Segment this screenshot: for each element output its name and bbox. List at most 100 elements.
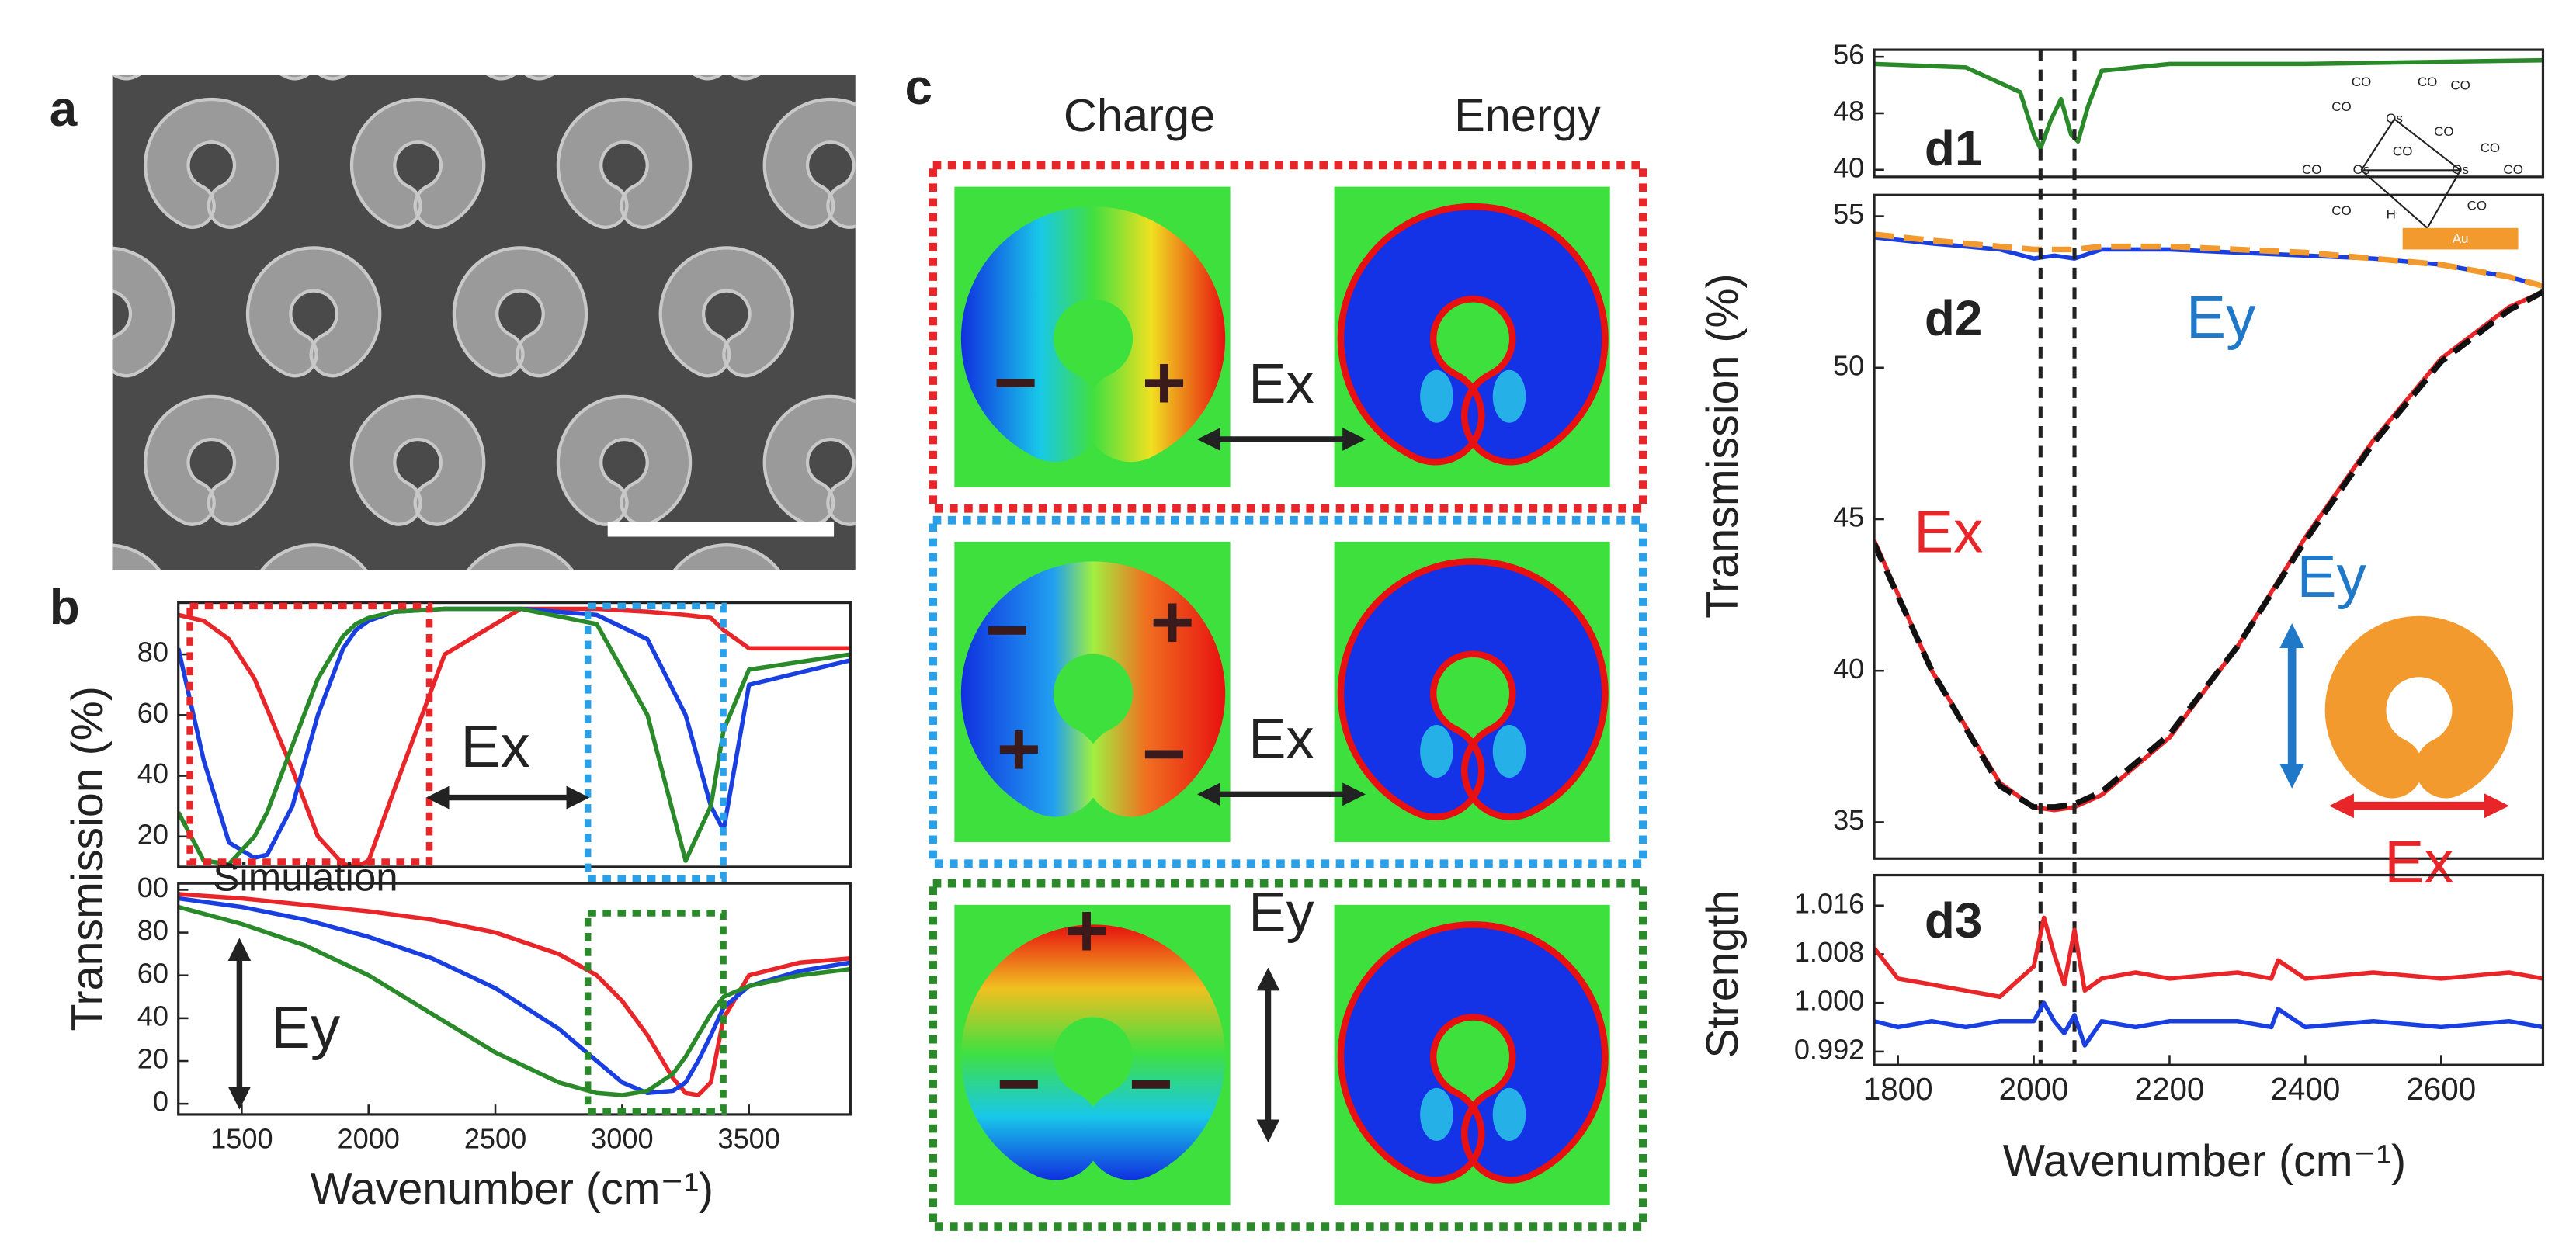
ligand-label: CO: [2302, 162, 2322, 177]
energy-crescent: [1337, 203, 1609, 466]
sem-particle: [1074, 0, 1206, 78]
series-line: [178, 896, 851, 1096]
charge-sign: −: [985, 587, 1029, 672]
x-tick-label: 2500: [464, 1123, 526, 1155]
sem-particle: [349, 97, 486, 229]
sem-particle: [112, 74, 143, 81]
sem-particles: [112, 0, 1206, 570]
x-tick-label: 3000: [591, 1123, 653, 1155]
y-tick-label: 1.000: [1794, 985, 1864, 1017]
annotation: Ex: [460, 714, 529, 780]
sem-particle: [556, 97, 693, 229]
y-tick-label: 0.992: [1794, 1033, 1864, 1065]
y-tick-label: 35: [1833, 804, 1864, 836]
charge-sign: +: [1151, 578, 1195, 664]
plot-frame: [1873, 48, 2545, 179]
substrate-label: Au: [2453, 231, 2469, 246]
charge-sign: −: [1129, 1041, 1173, 1126]
x-tick-label: 1800: [1863, 1071, 1933, 1107]
y-tick-label: 0: [153, 1086, 168, 1118]
sem-particle: [260, 543, 368, 570]
atom-label: Os: [2386, 111, 2403, 126]
y-axis-label: Strength: [1698, 890, 1748, 1059]
energy-hotspot: [1492, 369, 1526, 423]
y-tick-label: 45: [1833, 501, 1864, 533]
series-line: [178, 904, 851, 1097]
sem-particle: [452, 246, 588, 378]
charge-crescent: [960, 924, 1226, 1180]
nanostructure: [2324, 615, 2514, 799]
dash-box: [929, 879, 1647, 1231]
x-tick-label: 2000: [1999, 1071, 2069, 1107]
annotation: Ey: [2297, 544, 2367, 610]
plot-lines: [1874, 231, 2543, 813]
sem-particle: [691, 74, 762, 81]
sem-particle: [672, 543, 780, 570]
polarization-label: Ey: [1248, 882, 1314, 944]
ligand-label: CO: [2331, 99, 2352, 114]
y-tick-label: 60: [137, 957, 168, 989]
y-tick-label: 20: [137, 1043, 168, 1075]
annotation: Ey: [2186, 285, 2256, 351]
dash-box: [929, 161, 1647, 513]
charge-sign: +: [997, 706, 1041, 791]
subpanel-label: d3: [1925, 893, 1982, 948]
sem-particle: [762, 97, 856, 229]
sem-particle: [144, 394, 279, 526]
layer: a b c 20 40 60 80 Ex 0 20 40 60 80 00 1500 2000 2500 3000…: [50, 0, 2545, 1231]
panel-label: a: [50, 81, 78, 137]
dash-box: [584, 910, 727, 1115]
y-tick-label: 40: [137, 758, 168, 789]
subpanel-label: d2: [1925, 290, 1982, 346]
y-tick-label: 56: [1833, 39, 1864, 71]
y-tick-label: 55: [1833, 198, 1864, 230]
y-tick-label: 80: [137, 636, 168, 668]
series-line: [178, 892, 851, 1097]
y-tick-label: 80: [137, 914, 168, 946]
charge-crescent: [960, 206, 1226, 463]
series-line: [1874, 915, 2543, 1000]
atom-label: Os: [2353, 162, 2370, 177]
x-tick-label: 2600: [2406, 1071, 2476, 1107]
y-tick-label: 40: [1833, 151, 1864, 183]
x-tick-label: 1500: [210, 1123, 273, 1155]
energy-hotspot: [1420, 1087, 1453, 1141]
charge-sign: +: [1142, 339, 1186, 425]
atom-label: H: [2387, 206, 2396, 221]
y-tick-label: 00: [137, 872, 168, 903]
bond: [2394, 118, 2461, 172]
sem-particle: [867, 0, 999, 78]
bond: [2360, 169, 2428, 229]
sem-particle: [112, 246, 175, 378]
y-tick-label: 1.016: [1794, 887, 1864, 919]
ligand-label: CO: [2352, 75, 2371, 89]
energy-hotspot: [1420, 369, 1453, 423]
energy-crescent: [1337, 558, 1609, 820]
sem-particle: [556, 394, 693, 526]
substrate: [2402, 227, 2519, 250]
x-tick-label: 2200: [2135, 1071, 2205, 1107]
plot-frame: [177, 601, 852, 868]
sem-particle: [658, 246, 794, 378]
ligand-label: CO: [2481, 140, 2501, 155]
sem-particle: [349, 394, 486, 526]
plot-lines: [178, 606, 851, 867]
sem-particle: [762, 394, 856, 526]
atom-label: Os: [2452, 162, 2469, 177]
panel-label: b: [50, 579, 80, 635]
column-header: Charge: [1064, 89, 1215, 141]
energy-crescent: [1337, 921, 1609, 1184]
plot-frame: [1873, 873, 2545, 1066]
ligand-label: CO: [2467, 199, 2487, 213]
column-header: Energy: [1454, 89, 1601, 141]
y-axis-label: Transmission (%): [1698, 273, 1748, 618]
series-line: [178, 606, 851, 866]
sem-particle: [278, 74, 349, 81]
ligand-label: CO: [2434, 124, 2454, 139]
ligand-label: CO: [2331, 203, 2352, 218]
plot-frame: [1873, 193, 2545, 860]
plot-lines: [178, 892, 851, 1097]
ligand-label: CO: [2393, 144, 2412, 158]
series-line: [178, 606, 851, 867]
